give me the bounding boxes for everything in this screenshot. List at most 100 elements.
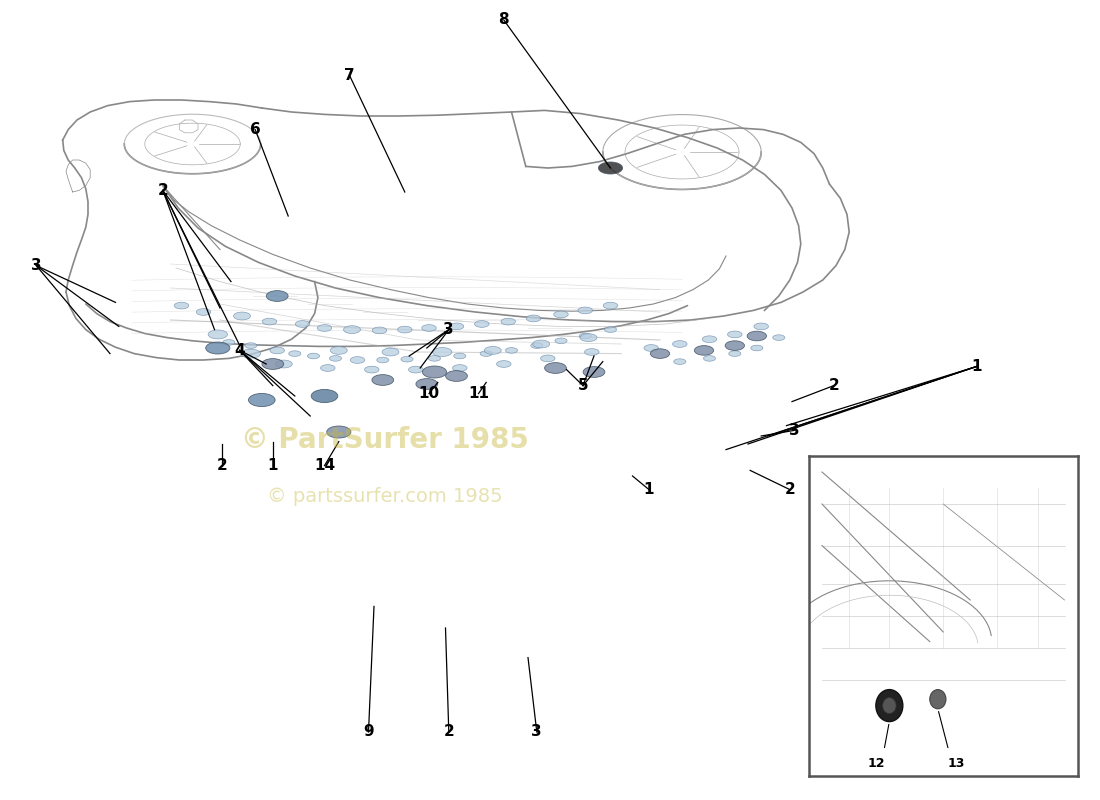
Ellipse shape [603,302,618,309]
Text: 2: 2 [157,183,168,198]
Ellipse shape [772,334,784,341]
Ellipse shape [540,355,556,362]
Ellipse shape [233,312,251,320]
Ellipse shape [930,690,946,709]
Ellipse shape [694,346,714,355]
Ellipse shape [208,330,228,339]
Ellipse shape [416,378,438,390]
Ellipse shape [364,366,380,373]
Ellipse shape [372,327,387,334]
Text: 9: 9 [363,725,374,739]
Ellipse shape [480,350,493,357]
Ellipse shape [262,358,284,370]
Ellipse shape [222,339,235,346]
Ellipse shape [650,349,670,358]
Text: 2: 2 [217,458,228,473]
Ellipse shape [327,426,351,438]
Ellipse shape [320,365,336,371]
Ellipse shape [702,336,717,342]
Ellipse shape [727,331,742,338]
Text: 3: 3 [531,725,542,739]
Ellipse shape [446,370,468,382]
Ellipse shape [882,698,896,714]
Text: © partssurfer.com 1985: © partssurfer.com 1985 [267,486,503,506]
Ellipse shape [311,390,338,402]
Ellipse shape [288,350,301,357]
Text: 1: 1 [267,458,278,473]
Ellipse shape [174,302,189,309]
Ellipse shape [580,334,597,342]
Text: 6: 6 [250,122,261,137]
Ellipse shape [408,366,424,373]
Ellipse shape [307,353,320,358]
Ellipse shape [421,325,437,331]
Text: 3: 3 [789,423,800,438]
Ellipse shape [474,321,490,327]
Ellipse shape [544,362,566,374]
Ellipse shape [553,311,569,318]
Ellipse shape [330,355,341,362]
Ellipse shape [672,341,688,347]
Ellipse shape [400,357,414,362]
Ellipse shape [704,355,715,362]
Ellipse shape [376,357,389,362]
Ellipse shape [584,349,600,355]
Ellipse shape [505,347,517,354]
Text: 2: 2 [828,378,839,393]
Ellipse shape [500,318,516,325]
Ellipse shape [317,325,332,331]
Text: 1: 1 [971,359,982,374]
Ellipse shape [449,323,464,330]
Ellipse shape [241,349,261,358]
Ellipse shape [876,690,903,722]
Text: 4: 4 [234,343,245,358]
Ellipse shape [583,366,605,378]
Text: 10: 10 [418,386,440,401]
Ellipse shape [343,326,361,334]
Ellipse shape [275,360,293,368]
Ellipse shape [556,338,568,344]
Text: 1: 1 [644,482,654,497]
Ellipse shape [530,342,542,349]
Ellipse shape [644,345,659,351]
Ellipse shape [452,365,468,371]
Text: 14: 14 [314,458,336,473]
Text: 3: 3 [443,322,454,337]
Ellipse shape [350,357,365,363]
Ellipse shape [496,361,512,367]
Ellipse shape [422,366,447,378]
Ellipse shape [605,326,616,333]
Text: 13: 13 [948,757,966,770]
Text: 12: 12 [867,757,884,770]
Ellipse shape [266,290,288,302]
Ellipse shape [330,346,348,354]
Ellipse shape [206,342,230,354]
Ellipse shape [526,315,541,322]
Text: 11: 11 [468,386,490,401]
Ellipse shape [196,309,211,315]
Ellipse shape [249,394,275,406]
Ellipse shape [725,341,745,350]
Ellipse shape [754,323,769,330]
Text: 7: 7 [344,69,355,83]
Text: 3: 3 [31,258,42,273]
Ellipse shape [382,348,399,356]
Text: 2: 2 [784,482,795,497]
Text: © PartSurfer 1985: © PartSurfer 1985 [241,426,529,454]
Text: 2: 2 [443,725,454,739]
Ellipse shape [750,346,762,351]
Ellipse shape [432,347,452,357]
Ellipse shape [270,347,285,354]
Ellipse shape [295,321,310,327]
Ellipse shape [484,346,502,354]
Ellipse shape [598,162,623,174]
Ellipse shape [673,358,686,364]
Ellipse shape [747,331,767,341]
Ellipse shape [532,340,550,348]
Ellipse shape [729,350,741,357]
Text: 5: 5 [578,378,588,393]
Ellipse shape [429,355,440,362]
Ellipse shape [578,307,593,314]
Ellipse shape [580,334,592,339]
Ellipse shape [244,342,257,349]
